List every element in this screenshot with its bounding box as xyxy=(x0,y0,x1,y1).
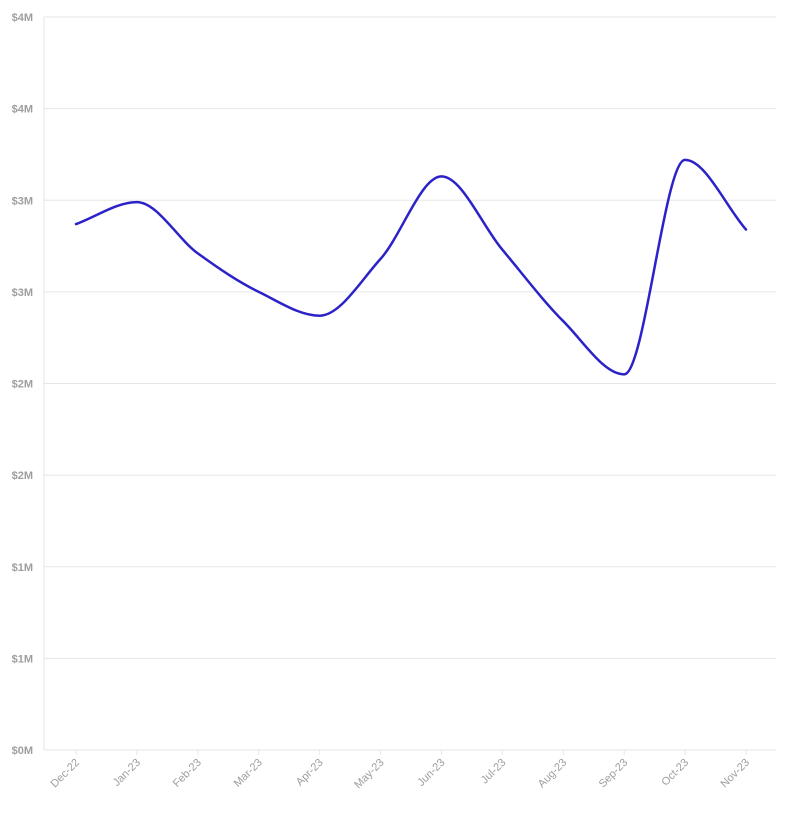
x-tick-label: Jun-23 xyxy=(415,757,447,789)
x-tick-label: Mar-23 xyxy=(232,757,265,790)
x-axis: Dec-22 Jan-23 Feb-23 Mar-23 Apr-23 May-23 Jun-… xyxy=(49,750,753,791)
series-layer xyxy=(74,158,748,376)
y-tick-label: $1M xyxy=(12,562,33,574)
series-line xyxy=(74,158,748,376)
x-tick-label: Jan-23 xyxy=(111,757,143,789)
y-axis: $0M $1M $1M $2M $2M $3M $3M $4M $4M xyxy=(12,12,45,757)
x-tick-label: Nov-23 xyxy=(719,757,753,791)
y-tick-label: $1M xyxy=(12,653,33,665)
x-tick-label: Dec-22 xyxy=(49,757,83,791)
x-tick-label: Aug-23 xyxy=(536,757,570,791)
y-tick-label: $0M xyxy=(12,745,33,757)
y-tick-label: $2M xyxy=(12,470,33,482)
x-tick-label: Jul-23 xyxy=(479,757,509,787)
x-tick-label: May-23 xyxy=(352,757,386,791)
x-tick-label: Sep-23 xyxy=(597,757,631,791)
gridlines xyxy=(44,16,776,751)
y-tick-label: $3M xyxy=(12,287,33,299)
y-tick-label: $4M xyxy=(12,12,33,24)
y-tick-label: $2M xyxy=(12,379,33,391)
x-tick-label: Oct-23 xyxy=(659,757,691,789)
x-tick-label: Feb-23 xyxy=(171,757,204,790)
y-tick-label: $3M xyxy=(12,195,33,207)
y-tick-label: $4M xyxy=(12,104,33,116)
x-tick-label: Apr-23 xyxy=(294,757,326,789)
